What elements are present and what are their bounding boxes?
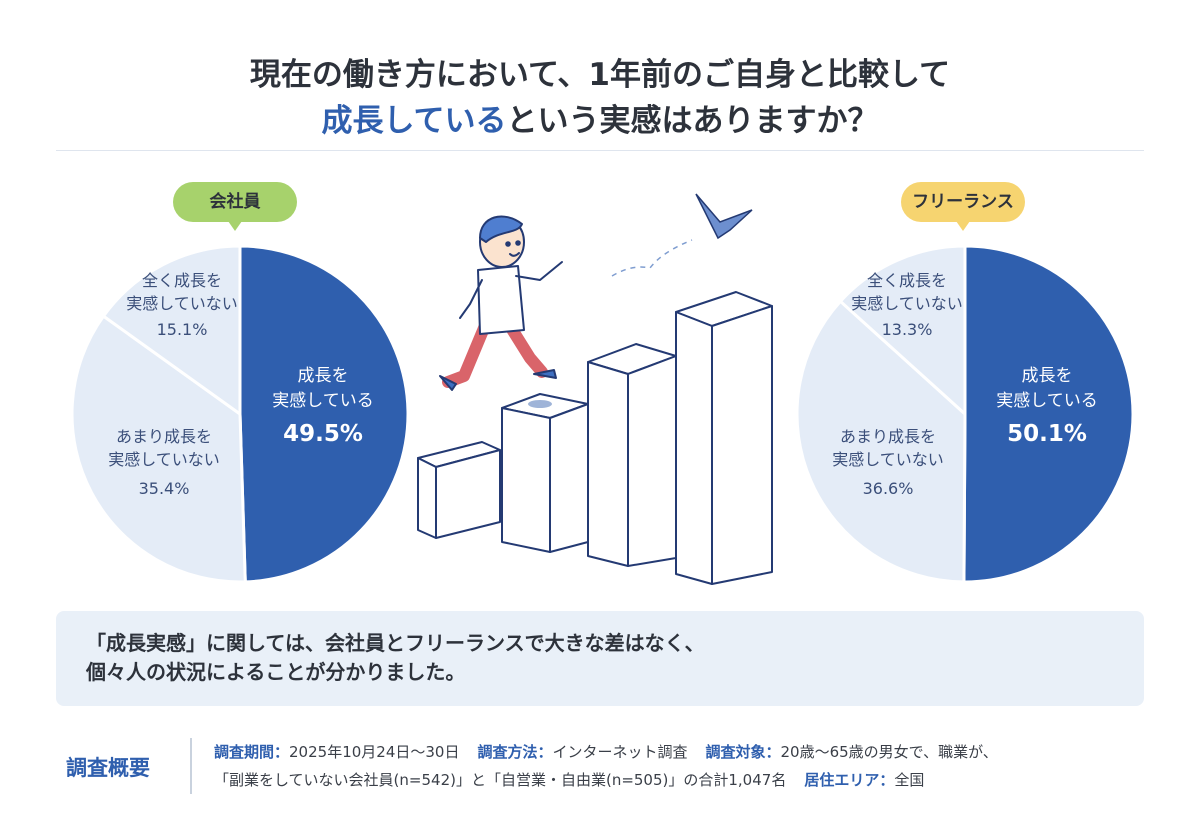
label-text: 全く成長を <box>866 271 947 290</box>
label-pct: 50.1% <box>1007 421 1087 447</box>
title-line-1: 現在の働き方において、1年前のご自身と比較して <box>249 57 951 93</box>
badge-employee: 会社員 <box>173 182 297 231</box>
title-rest: という実感はありますか？ <box>506 103 879 139</box>
target-detail: 「副業をしていない会社員(n=542)」と「自営業・自由業(n=505)」の合計… <box>214 771 787 789</box>
summary-line-2: 個々人の状況によることが分かりました。 <box>86 660 466 684</box>
target-key: 調査対象： <box>705 743 781 761</box>
label-text: 成長を <box>297 366 349 386</box>
title-accent: 成長している <box>321 103 507 139</box>
pie-slice-little <box>795 299 967 584</box>
overview-line-1: 調査期間：2025年10月24日〜30日 調査方法：インターネット調査 調査対象：2… <box>214 738 1164 766</box>
summary-box: 「成長実感」に関しては、会社員とフリーランスで大きな差はなく、 個々人の状況によ… <box>56 611 1144 706</box>
pie-employee-label-none: 全く成長を 実感していない 15.1% <box>97 269 267 341</box>
bar-front <box>711 305 773 585</box>
pie-slice-growing <box>962 244 1135 584</box>
pie-slice-none <box>101 244 242 417</box>
method-value: インターネット調査 <box>552 743 688 761</box>
label-text: 実感していない <box>108 450 220 469</box>
area-value: 全国 <box>894 771 925 789</box>
pie-slice-none <box>838 244 967 418</box>
label-text: 実感していない <box>851 294 963 313</box>
bar-side <box>417 457 437 539</box>
target-value: 20歳〜65歳の男女で、職業が、 <box>780 743 998 761</box>
label-pct: 35.4% <box>138 479 190 498</box>
pie-employee-label-growing: 成長を 実感している 49.5% <box>238 364 408 447</box>
pie-slice-little <box>70 314 247 584</box>
bar-side <box>587 361 629 567</box>
pie-employee-label-little: あまり成長を 実感していない 35.4% <box>79 425 249 500</box>
label-text: 成長を <box>1021 366 1073 386</box>
label-text: 実感していない <box>126 294 238 313</box>
pie-freelance-label-little: あまり成長を 実感していない 36.6% <box>803 425 973 500</box>
title-divider <box>56 150 1144 151</box>
pie-freelance-label-none: 全く成長を 実感していない 13.3% <box>822 269 992 341</box>
bar-front <box>627 355 677 567</box>
bar-front <box>435 449 501 539</box>
pie-chart-employee <box>70 244 410 584</box>
badge-freelance: フリーランス <box>901 182 1025 231</box>
label-pct: 15.1% <box>156 320 208 339</box>
overview-label: 調査概要 <box>66 756 150 780</box>
page-title: 現在の働き方において、1年前のご自身と比較して 成長しているという実感はあります… <box>0 52 1200 144</box>
bar-side <box>501 407 551 553</box>
growth-illustration <box>417 193 773 585</box>
shadow <box>528 400 552 408</box>
label-pct: 13.3% <box>881 320 933 339</box>
pie-slice-growing <box>238 244 410 584</box>
overview-divider <box>190 738 192 794</box>
bird-icon <box>695 193 753 240</box>
method-key: 調査方法： <box>477 743 553 761</box>
label-text: 実感している <box>272 391 374 411</box>
overview-line-2: 「副業をしていない会社員(n=542)」と「自営業・自由業(n=505)」の合計… <box>214 766 1164 794</box>
title-line-2: 成長しているという実感はありますか？ <box>0 98 1200 144</box>
label-text: 全く成長を <box>141 271 222 290</box>
label-text: 実感している <box>996 391 1098 411</box>
bar-side <box>675 311 713 585</box>
period-value: 2025年10月24日〜30日 <box>289 743 460 761</box>
label-text: あまり成長を <box>839 427 936 446</box>
pie-chart-freelance <box>795 244 1135 584</box>
area-key: 居住エリア： <box>804 771 895 789</box>
label-text: 実感していない <box>832 450 944 469</box>
period-key: 調査期間： <box>214 743 290 761</box>
summary-line-1: 「成長実感」に関しては、会社員とフリーランスで大きな差はなく、 <box>86 631 705 655</box>
pie-freelance-label-growing: 成長を 実感している 50.1% <box>962 364 1132 447</box>
label-text: あまり成長を <box>115 427 212 446</box>
overview-text: 調査期間：2025年10月24日〜30日 調査方法：インターネット調査 調査対象：2… <box>214 738 1164 794</box>
label-pct: 49.5% <box>283 421 363 447</box>
flight-path <box>611 239 693 277</box>
bar-front <box>549 403 589 553</box>
label-pct: 36.6% <box>862 479 914 498</box>
